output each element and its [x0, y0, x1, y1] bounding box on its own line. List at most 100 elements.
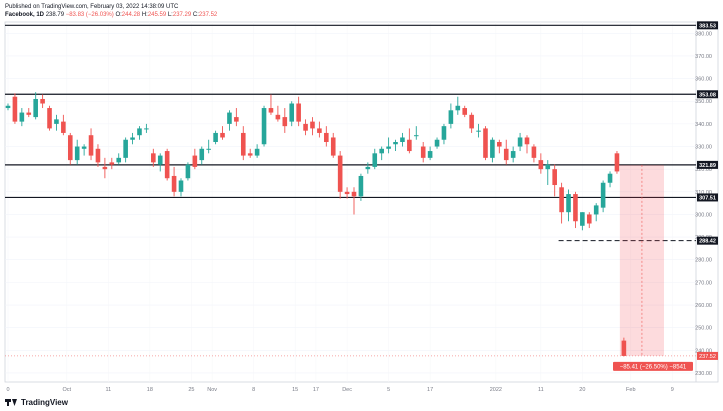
candle-body [365, 166, 371, 170]
time-axis[interactable]: 0 Oct 11 18 25 Nov 8 15 17 Dec 5 17 2022 11 20 Feb 9 [6, 387, 673, 393]
candle-body [400, 137, 405, 142]
brand-name: TradingView [21, 398, 68, 407]
candle-body [614, 153, 620, 172]
tradingview-footer: TradingView [5, 398, 68, 407]
time-tick-label: 11 [105, 387, 111, 393]
chart-header: Published on TradingView.com, February 0… [5, 3, 705, 19]
time-tick-label: 17 [427, 387, 433, 393]
price-tick-label: 350.00 [695, 99, 712, 105]
candle-body [351, 191, 357, 197]
candle-body [503, 148, 509, 161]
candle-body [393, 142, 398, 145]
horizontal-levels [5, 24, 696, 357]
price-tick-label: 360.00 [695, 77, 712, 83]
candle-body [593, 205, 599, 215]
candle-body [137, 128, 142, 136]
measurement-tool[interactable]: −85.41 (−26.50%) −8541 [613, 164, 693, 371]
level-price-label: 288.42 [699, 239, 716, 245]
candle-body [95, 148, 101, 163]
candle-body [26, 112, 32, 115]
candle-body [275, 114, 281, 120]
candle-body [420, 146, 426, 158]
time-tick-label: Nov [207, 387, 217, 393]
level-price-badge [697, 160, 718, 169]
candle-body [116, 157, 122, 163]
candle-body [476, 130, 481, 132]
price-tick-label: 310.00 [695, 190, 712, 196]
time-tick-label: 5 [387, 387, 390, 393]
published-note: Published on TradingView.com, February 0… [5, 4, 179, 10]
time-tick-label: Dec [342, 387, 352, 393]
candle-body [268, 108, 274, 113]
candle-body [559, 187, 564, 213]
candle-body [621, 340, 627, 356]
price-tick-label: 370.00 [695, 54, 712, 60]
price-change: −83.83 (−26.03%) [65, 12, 114, 18]
price-tick-label: 320.00 [695, 167, 712, 173]
candle-body [317, 128, 322, 133]
time-tick-label: 25 [188, 387, 194, 393]
candle-body [296, 103, 301, 122]
candle-body [379, 148, 384, 154]
price-tick-label: 260.00 [695, 303, 712, 309]
candle-body [330, 137, 336, 156]
candle-body [109, 162, 115, 165]
time-tick-label: 15 [292, 387, 298, 393]
candle-body [538, 160, 544, 170]
close-label: C: [192, 12, 199, 18]
close-value: 237.52 [198, 12, 218, 18]
candle-body [144, 128, 149, 130]
candle-body [303, 123, 308, 131]
price-tick-label: 240.00 [695, 348, 712, 354]
price-axis[interactable]: 230.00240.00250.00260.00270.00280.00290.… [695, 21, 718, 377]
candle-body [386, 146, 391, 149]
candle-body [247, 153, 253, 156]
price-tick-label: 380.00 [695, 31, 712, 37]
candle-body [199, 148, 205, 161]
candle-body [407, 139, 412, 152]
candle-body [441, 126, 447, 140]
candle-body [434, 139, 440, 147]
candles [5, 92, 627, 357]
candle-body [344, 191, 350, 195]
candle-body [497, 142, 502, 147]
open-label: O: [115, 12, 122, 18]
candle-body [490, 139, 495, 158]
price-tick-label: 270.00 [695, 280, 712, 286]
candle-body [192, 155, 198, 167]
candle-body [310, 121, 315, 129]
symbol-legend: Facebook, 1D 238.79 −83.83 (−26.03%) O:2… [5, 11, 705, 19]
level-price-label: 383.53 [699, 23, 716, 29]
level-price-label: 307.51 [699, 195, 716, 201]
candle-body [54, 119, 59, 124]
measurement-label: −85.41 (−26.50%) −8541 [620, 364, 687, 370]
candle-body [510, 151, 516, 158]
candle-body [123, 139, 128, 158]
candle-body [164, 151, 170, 179]
candle-body [337, 155, 343, 192]
candle-body [61, 121, 66, 133]
candle-body [220, 132, 225, 138]
price-tick-label: 280.00 [695, 258, 712, 264]
level-price-badge [697, 90, 718, 99]
grid-lines [4, 21, 719, 383]
measurement-label-box [613, 361, 693, 371]
time-tick-label: 17 [313, 387, 319, 393]
time-tick-label: 0 [6, 387, 9, 393]
price-tick-label: 250.00 [695, 326, 712, 332]
open-value: 244.28 [121, 12, 141, 18]
candle-body [74, 146, 80, 161]
low-value: 237.29 [172, 12, 192, 18]
time-tick-label: 9 [671, 387, 674, 393]
tradingview-logo-icon [5, 398, 18, 407]
candle-body [234, 117, 239, 122]
candle-body [157, 155, 163, 165]
price-tick-label: 230.00 [695, 371, 712, 377]
candle-body [462, 108, 468, 115]
candle-body [469, 114, 474, 129]
level-price-badge [697, 236, 718, 245]
candle-body [517, 137, 523, 147]
candle-body [151, 153, 156, 163]
last-price: 238.79 [45, 12, 65, 18]
